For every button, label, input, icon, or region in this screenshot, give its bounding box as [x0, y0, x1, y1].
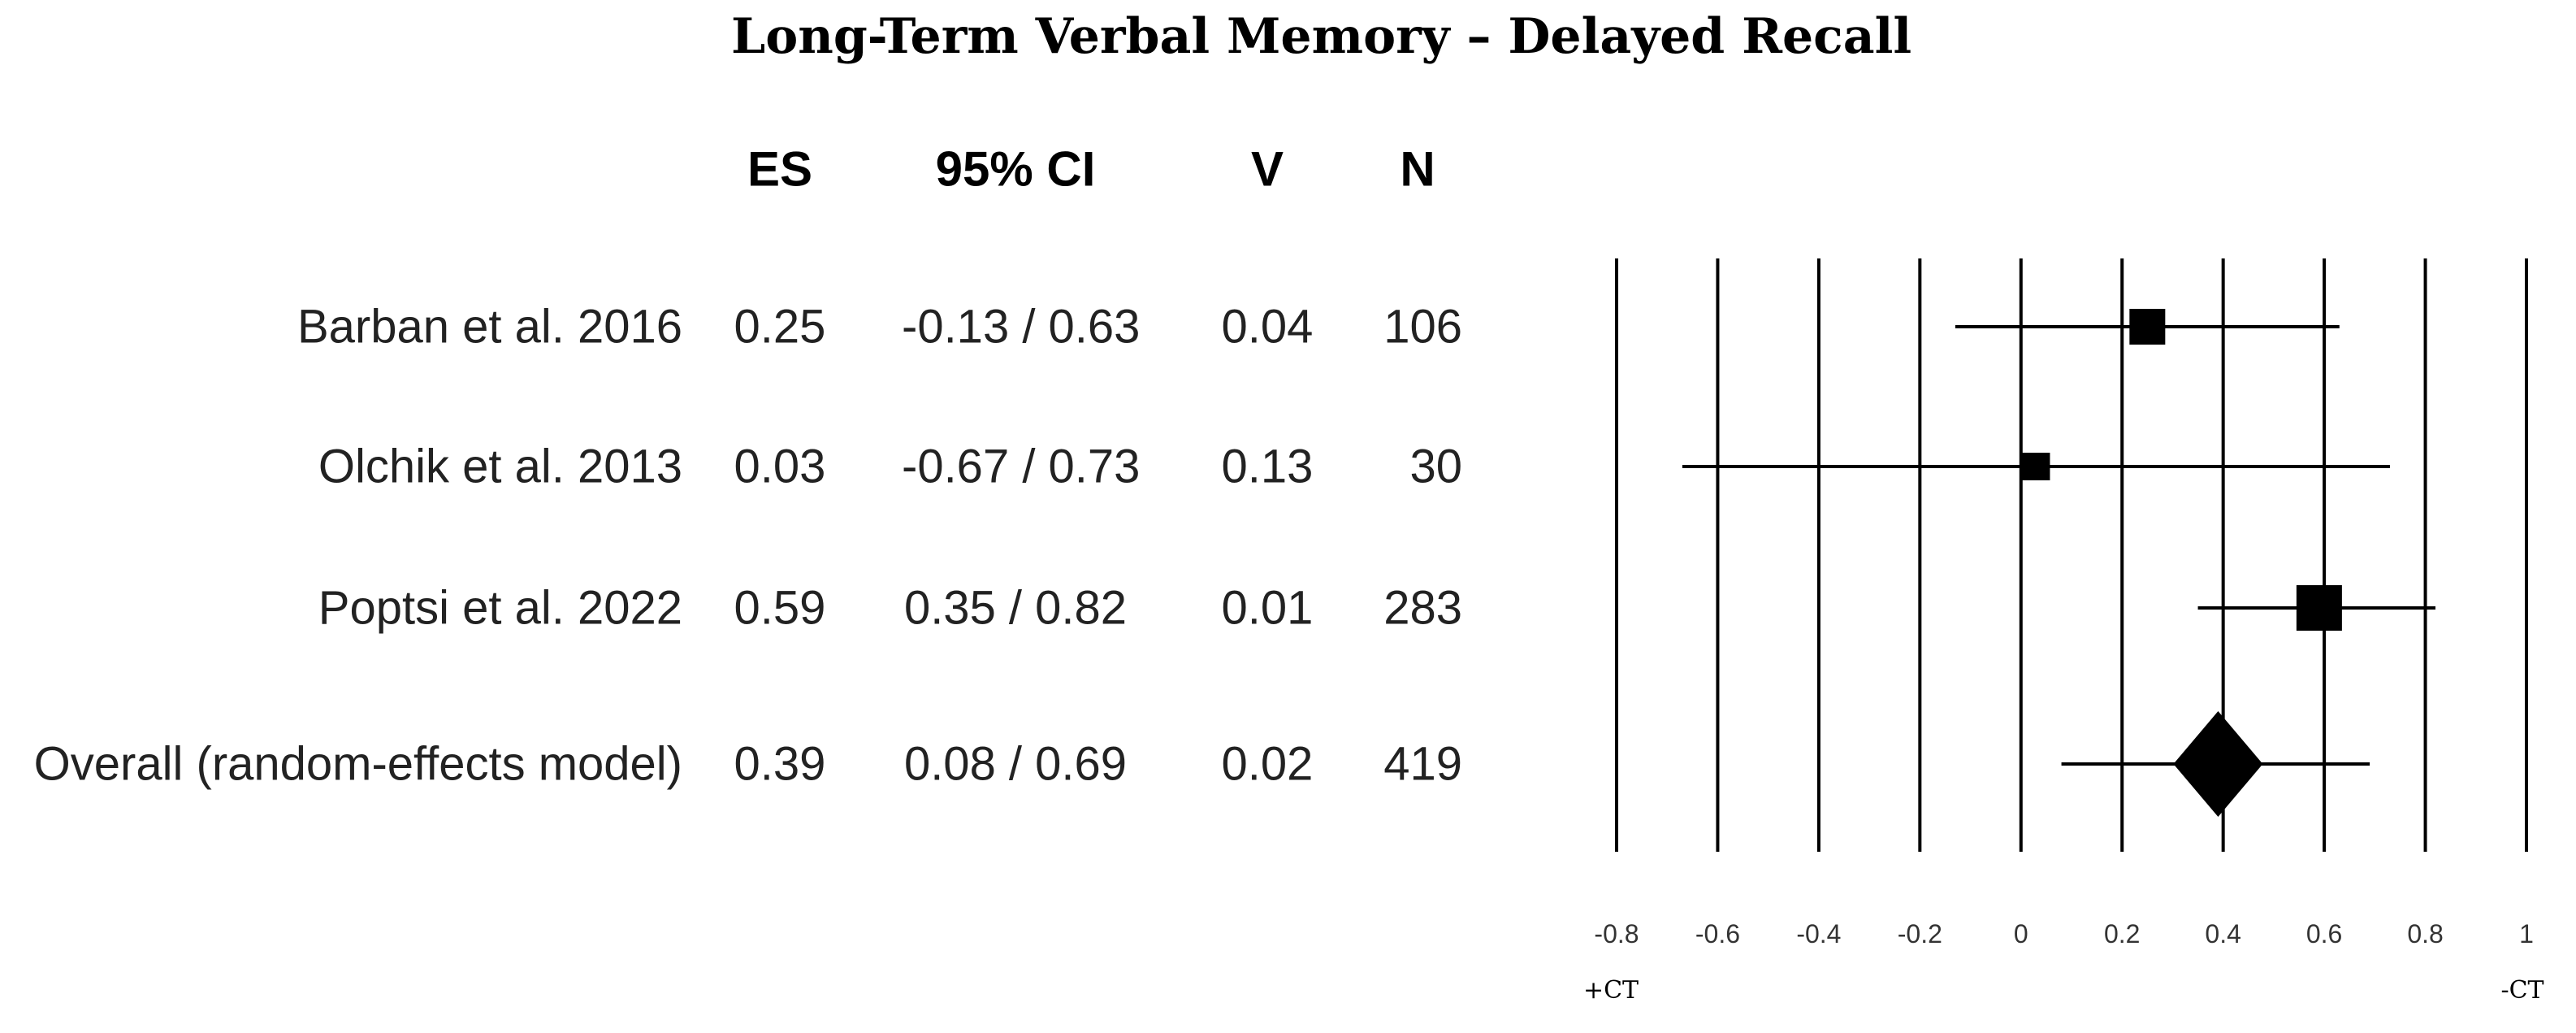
- n-value: 30: [1409, 440, 1462, 493]
- x-tick-label: -0.4: [1796, 919, 1841, 948]
- right-direction-label: -CT: [2500, 976, 2544, 1005]
- study-label: Poptsi et al. 2022: [318, 581, 682, 635]
- pooled-effect-diamond: [2173, 711, 2263, 817]
- effect-size-marker: [2022, 453, 2050, 480]
- study-label: Overall (random-effects model): [33, 737, 682, 791]
- left-direction-label: +CT: [1583, 976, 1639, 1005]
- v-value: 0.04: [1221, 300, 1314, 354]
- x-tick-label: 1: [2519, 919, 2534, 948]
- column-header-n: N: [1400, 141, 1435, 197]
- column-header-ci: 95% CI: [935, 141, 1096, 197]
- x-tick-label: -0.2: [1898, 919, 1942, 948]
- ci-value: 0.35 / 0.82: [903, 581, 1128, 635]
- v-value: 0.02: [1221, 737, 1314, 791]
- es-value: 0.25: [734, 300, 826, 354]
- ci-value: -0.13 / 0.63: [902, 300, 1141, 354]
- x-tick-label: 0.2: [2104, 919, 2140, 948]
- study-label: Olchik et al. 2013: [318, 440, 682, 493]
- n-value: 419: [1383, 737, 1462, 791]
- study-label: Barban et al. 2016: [297, 300, 682, 354]
- x-tick-label: 0: [2014, 919, 2028, 948]
- n-value: 283: [1383, 581, 1462, 635]
- x-tick-label: 0.8: [2407, 919, 2443, 948]
- effect-size-marker: [2129, 309, 2166, 345]
- x-tick-label: -0.8: [1594, 919, 1639, 948]
- es-value: 0.03: [734, 440, 826, 493]
- x-tick-label: 0.4: [2205, 919, 2240, 948]
- x-tick-label: -0.6: [1695, 919, 1740, 948]
- x-tick-label: 0.6: [2306, 919, 2342, 948]
- n-value: 106: [1383, 300, 1462, 354]
- v-value: 0.01: [1221, 581, 1314, 635]
- es-value: 0.59: [734, 581, 826, 635]
- v-value: 0.13: [1221, 440, 1314, 493]
- ci-value: 0.08 / 0.69: [903, 737, 1128, 791]
- column-header-v: V: [1250, 141, 1284, 197]
- column-header-es: ES: [747, 141, 813, 197]
- es-value: 0.39: [734, 737, 826, 791]
- effect-size-marker: [2296, 585, 2342, 631]
- ci-value: -0.67 / 0.73: [902, 440, 1141, 493]
